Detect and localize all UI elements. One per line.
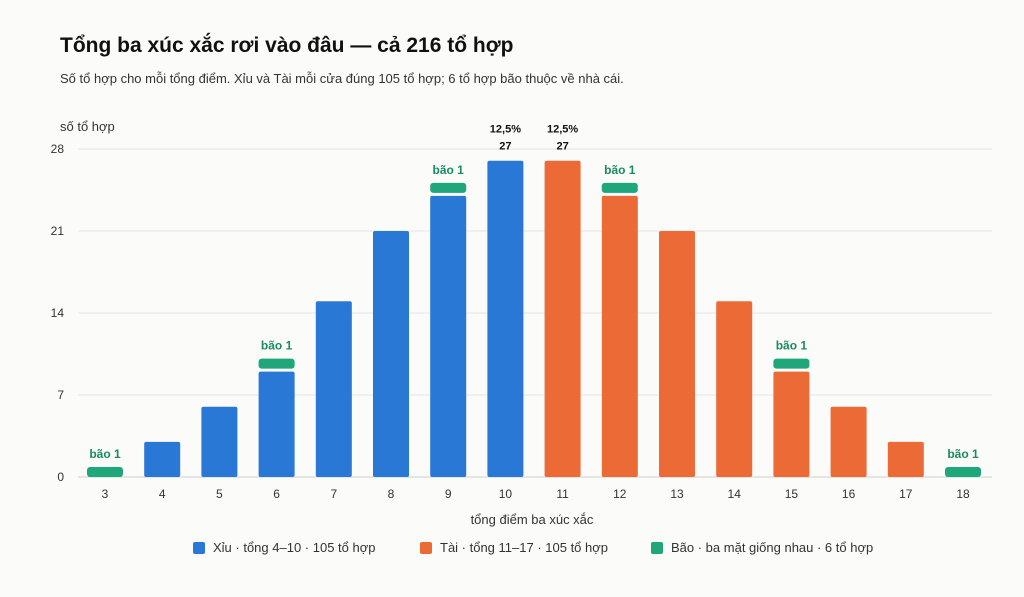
bao-label: bão 1 [947, 447, 979, 461]
labels: 0 7 14 21 28 3 4 5 6 7 8 9 10 11 12 13 14 15 16 17 18 bão 1 bã… [51, 124, 979, 501]
x-tick-label: 3 [102, 487, 109, 501]
y-tick-label: 0 [57, 470, 64, 484]
x-tick-label: 7 [330, 487, 337, 501]
legend-item-tai: Tài · tổng 11–17 · 105 tổ hợp [420, 540, 608, 555]
bao-label: bão 1 [433, 163, 465, 177]
bar-xiu [315, 301, 352, 477]
x-tick-label: 13 [670, 487, 684, 501]
legend-swatch-xiu [193, 541, 205, 554]
bar-xiu [144, 441, 181, 477]
share-label: 12,5% [490, 124, 521, 136]
x-tick-label: 12 [613, 487, 627, 501]
bars [87, 160, 981, 477]
legend-label-xiu: Xỉu · tổng 4–10 · 105 tổ hợp [213, 540, 376, 555]
value-label: 27 [499, 141, 511, 153]
bao-label: bão 1 [261, 339, 293, 353]
bar-tai [601, 195, 638, 477]
bar-bao [945, 467, 981, 477]
bao-label: bão 1 [604, 163, 636, 177]
x-axis-label: tổng điểm ba xúc xắc [471, 512, 594, 527]
bar-tai [773, 371, 810, 477]
legend-label-tai: Tài · tổng 11–17 · 105 tổ hợp [440, 540, 609, 555]
bar-bao [87, 467, 123, 477]
x-tick-label: 4 [159, 487, 166, 501]
bar-xiu [201, 406, 238, 477]
bar-xiu [430, 195, 467, 477]
share-label: 12,5% [547, 124, 578, 136]
x-tick-label: 18 [956, 487, 970, 501]
x-tick-label: 15 [785, 487, 799, 501]
x-tick-label: 6 [273, 487, 280, 501]
bar-tai [716, 301, 753, 477]
x-tick-label: 10 [499, 487, 513, 501]
chart-subtitle: Số tổ hợp cho mỗi tổng điểm. Xỉu và Tài … [60, 71, 624, 86]
legend-item-bao: Bão · ba mặt giống nhau · 6 tổ hợp [651, 540, 873, 555]
legend: Xỉu · tổng 4–10 · 105 tổ hợp Tài · tổng … [0, 540, 1024, 560]
y-tick-label: 21 [51, 224, 65, 238]
x-tick-label: 14 [728, 487, 742, 501]
bar-bao [258, 358, 295, 369]
y-tick-label: 7 [57, 388, 64, 402]
legend-swatch-tai [420, 541, 432, 554]
y-tick-label: 28 [51, 142, 65, 156]
legend-label-bao: Bão · ba mặt giống nhau · 6 tổ hợp [671, 540, 874, 555]
bar-tai [887, 441, 924, 477]
legend-item-xiu: Xỉu · tổng 4–10 · 105 tổ hợp [193, 540, 375, 555]
bao-label: bão 1 [776, 339, 808, 353]
bao-label: bão 1 [89, 447, 121, 461]
bar-bao [601, 182, 638, 193]
x-tick-label: 16 [842, 487, 856, 501]
bar-xiu [487, 160, 524, 477]
bar-xiu [373, 231, 409, 477]
x-tick-label: 11 [556, 487, 569, 501]
legend-swatch-bao [651, 541, 663, 554]
bar-xiu [258, 371, 295, 477]
x-tick-label: 5 [216, 487, 223, 501]
bar-bao [773, 358, 810, 369]
bar-tai [659, 231, 695, 477]
x-tick-label: 17 [899, 487, 913, 501]
x-tick-label: 9 [445, 487, 452, 501]
x-tick-label: 8 [388, 487, 395, 501]
y-axis-label: số tổ hợp [60, 119, 115, 134]
bar-bao [430, 182, 467, 193]
bar-tai [830, 406, 867, 477]
chart-title: Tổng ba xúc xắc rơi vào đâu — cả 216 tổ … [60, 34, 514, 57]
bar-tai [544, 160, 581, 477]
y-tick-label: 14 [51, 306, 65, 320]
value-label: 27 [556, 141, 568, 153]
